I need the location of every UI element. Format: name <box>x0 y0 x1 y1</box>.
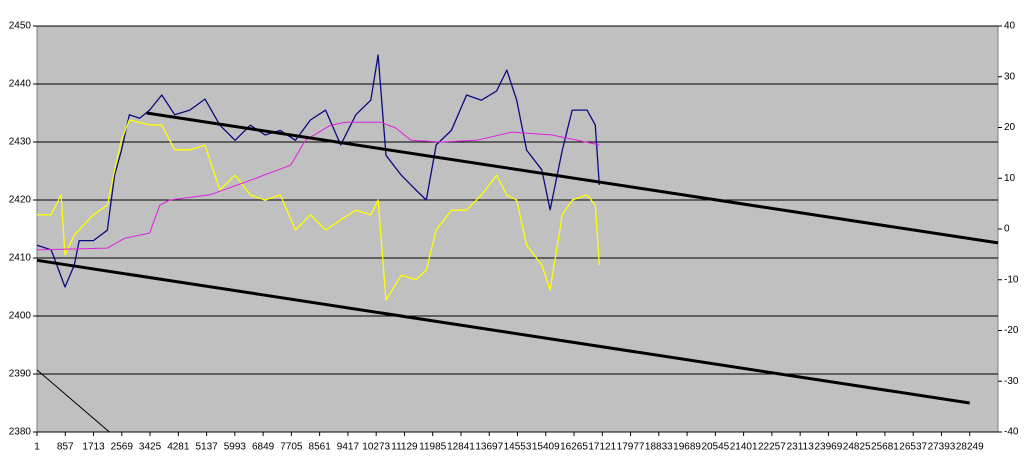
plot-area <box>36 25 999 433</box>
x-tick-label: 1 <box>34 442 40 453</box>
x-tick-label: 14553 <box>504 442 532 453</box>
x-tick-label: 26537 <box>899 442 927 453</box>
y2-tick-label: -30 <box>1004 376 1019 387</box>
y-tick-label: 2410 <box>9 253 32 264</box>
series-line <box>36 54 600 288</box>
y2-tick-label: -20 <box>1004 325 1019 336</box>
x-tick-label: 5137 <box>195 442 218 453</box>
y2-tick-label: 40 <box>1004 21 1016 32</box>
x-tick-label: 17977 <box>617 442 645 453</box>
x-tick-label: 23113 <box>787 442 815 453</box>
series-line <box>36 258 970 405</box>
x-tick-label: 21401 <box>730 442 758 453</box>
y2-tick-label: 10 <box>1004 173 1016 184</box>
y2-tick-label: -10 <box>1004 274 1019 285</box>
x-tick-label: 28249 <box>956 442 984 453</box>
y-tick-label: 2450 <box>9 21 32 32</box>
x-tick-label: 20545 <box>701 442 729 453</box>
x-tick-label: 7705 <box>280 442 303 453</box>
y2-tick-label: 30 <box>1004 71 1016 82</box>
x-tick-label: 15409 <box>532 442 560 453</box>
x-tick-label: 11985 <box>419 442 447 453</box>
x-tick-label: 6849 <box>252 442 275 453</box>
y-tick-label: 2420 <box>9 195 32 206</box>
x-tick-label: 1713 <box>82 442 105 453</box>
y-tick-label: 2400 <box>9 311 32 322</box>
series-line <box>36 369 110 433</box>
y-tick-label: 2380 <box>9 427 32 438</box>
x-tick-label: 16265 <box>560 442 588 453</box>
y-tick-label: 2430 <box>9 137 32 148</box>
x-tick-label: 2569 <box>111 442 134 453</box>
x-tick-label: 13697 <box>475 442 503 453</box>
x-tick-label: 10273 <box>362 442 390 453</box>
x-tick-label: 27393 <box>928 442 956 453</box>
x-tick-label: 22257 <box>758 442 786 453</box>
x-tick-label: 12841 <box>447 442 475 453</box>
x-tick-label: 11129 <box>391 442 418 453</box>
x-tick-label: 24825 <box>843 442 871 453</box>
y2-tick-label: 20 <box>1004 122 1016 133</box>
x-tick-label: 23969 <box>815 442 843 453</box>
series-line <box>37 119 600 301</box>
y-tick-label: 2390 <box>9 369 32 380</box>
x-tick-label: 857 <box>57 442 74 453</box>
x-tick-label: 5993 <box>224 442 247 453</box>
series-line <box>36 121 600 251</box>
x-tick-label: 18833 <box>645 442 673 453</box>
y-tick-label: 2440 <box>9 79 32 90</box>
y2-tick-label: -40 <box>1004 427 1019 438</box>
x-tick-label: 17121 <box>588 442 616 453</box>
x-tick-label: 9417 <box>337 442 360 453</box>
x-tick-label: 3425 <box>139 442 162 453</box>
y2-tick-label: 0 <box>1004 224 1010 235</box>
x-tick-label: 8561 <box>309 442 332 453</box>
series-line <box>146 111 999 245</box>
x-tick-label: 19689 <box>673 442 701 453</box>
x-tick-label: 25681 <box>871 442 899 453</box>
x-tick-label: 4281 <box>167 442 190 453</box>
